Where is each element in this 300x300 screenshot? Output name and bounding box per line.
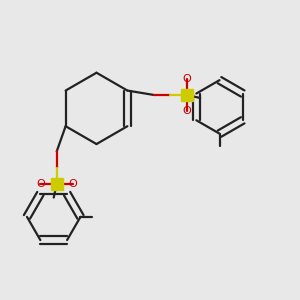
Text: O: O	[69, 179, 77, 189]
Text: S: S	[53, 179, 60, 189]
Text: O: O	[182, 74, 191, 84]
Text: S: S	[183, 90, 190, 100]
Text: O: O	[36, 179, 45, 189]
Text: O: O	[182, 106, 191, 116]
